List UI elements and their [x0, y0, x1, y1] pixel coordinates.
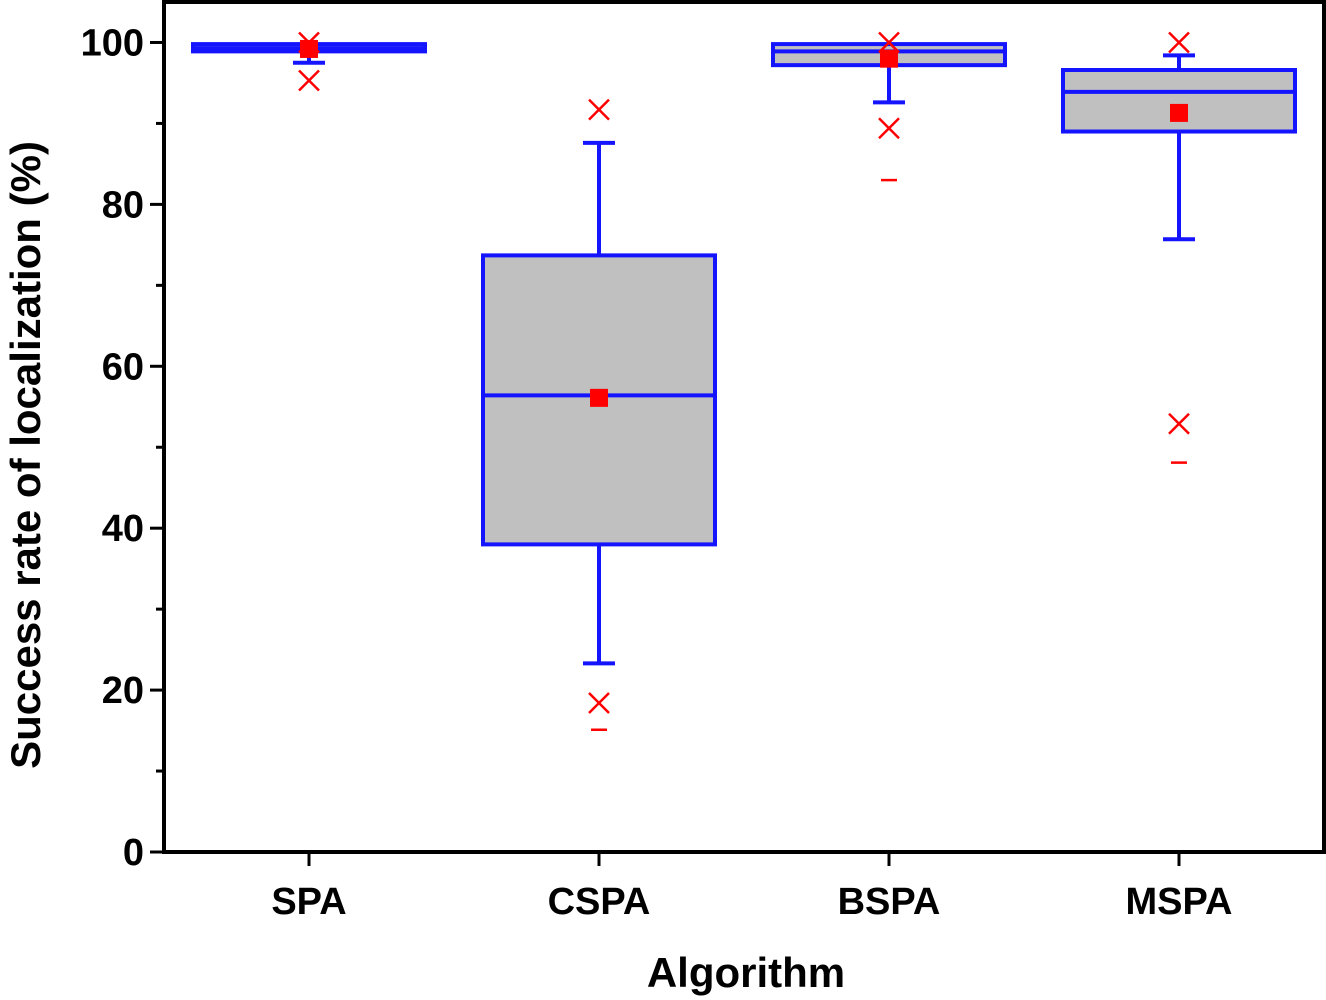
x-axis-title: Algorithm [647, 949, 845, 996]
y-tick-label: 60 [102, 346, 144, 388]
y-tick-label: 40 [102, 508, 144, 550]
outlier-stroke [1168, 31, 1190, 54]
mean-marker [300, 39, 318, 58]
box-mspa [1061, 31, 1297, 464]
outlier-marker [1168, 412, 1190, 435]
outlier-marker [1168, 31, 1190, 54]
outlier-stroke [1168, 412, 1190, 435]
box-iqr [1061, 68, 1297, 134]
plot-marks [191, 31, 1297, 732]
outlier-stroke [878, 117, 900, 140]
outlier-stroke [298, 69, 320, 92]
y-tick-label: 80 [102, 184, 144, 226]
outlier-marker [878, 31, 900, 54]
mean-marker [880, 49, 898, 68]
box-cspa [481, 98, 717, 732]
box-bspa [771, 31, 1007, 182]
plot-frame [162, 0, 1326, 854]
outlier-stroke [588, 98, 610, 121]
x-tick-label: SPA [271, 881, 346, 923]
y-tick-label: 0 [123, 832, 144, 874]
y-axis-title: Success rate of localization (%) [2, 141, 49, 769]
outlier-stroke [588, 692, 610, 714]
y-axis: 0 20 40 60 80 100 [81, 22, 164, 874]
outlier-marker [878, 117, 900, 140]
outlier-marker [298, 69, 320, 92]
y-tick-label: 20 [102, 670, 144, 712]
y-tick-label: 100 [81, 22, 144, 64]
mean-marker [590, 388, 608, 407]
x-tick-label: MSPA [1126, 881, 1233, 923]
outlier-stroke [878, 31, 900, 54]
mean-marker [1170, 103, 1188, 122]
x-tick-label: BSPA [838, 881, 941, 923]
box-spa [191, 31, 427, 92]
x-tick-label: CSPA [548, 881, 651, 923]
outlier-marker [588, 98, 610, 121]
outlier-marker [588, 692, 610, 714]
x-axis: SPA CSPA BSPA MSPA [271, 852, 1232, 923]
